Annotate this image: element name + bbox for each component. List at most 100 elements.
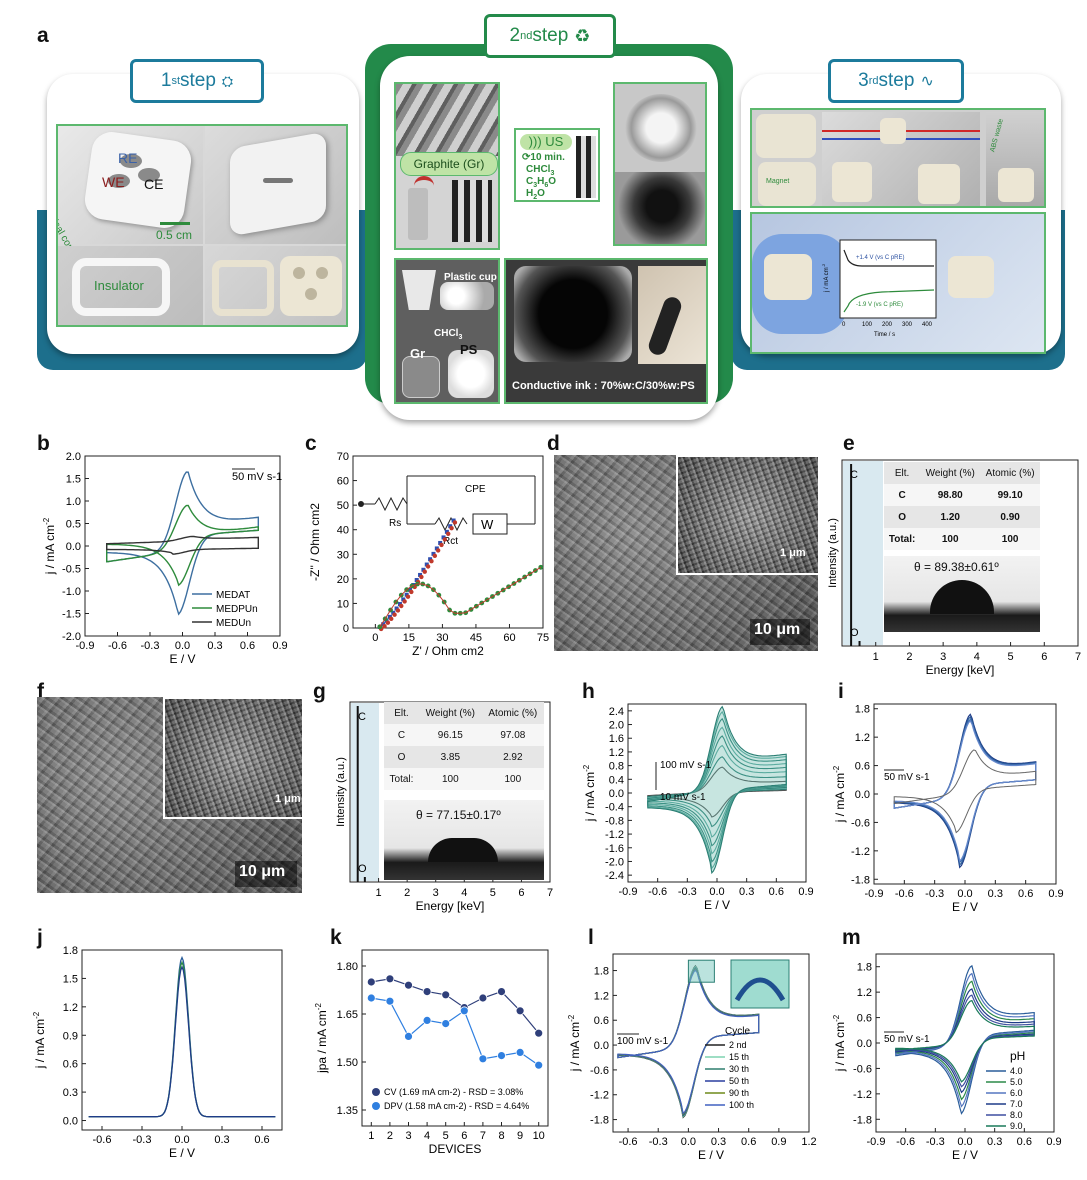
legend-swatch xyxy=(372,1088,380,1096)
us-wave-icon: ))) xyxy=(528,134,542,149)
x-tick-label: 0.0 xyxy=(957,1136,972,1148)
inset-xtick-4: 400 xyxy=(922,322,933,328)
graphite-label: Graphite (Gr) xyxy=(400,152,498,176)
edx-cell: Atomic (%) xyxy=(481,702,544,724)
equivalent-circuit: Rs Rct CPE W xyxy=(358,475,536,547)
y-tick-label: 1.65 xyxy=(337,1009,358,1021)
hand-device xyxy=(764,254,812,300)
sem-inset-scale-d: 1 μm xyxy=(780,547,806,559)
legend-label: 90 th xyxy=(729,1088,749,1098)
resistor-rct xyxy=(434,516,468,532)
y-tick-label: -0.8 xyxy=(605,815,624,827)
y-tick-label: -1.2 xyxy=(851,846,870,858)
sem-image-d: 1 μm 10 μm xyxy=(554,455,818,651)
data-point-square xyxy=(448,524,453,529)
ink-container xyxy=(514,266,632,362)
y-tick-label: 0.3 xyxy=(63,1087,78,1099)
conductive-ink-photo: Conductive ink : 70%w:C/30%w:PS xyxy=(504,258,708,404)
y-tick-label: 0.8 xyxy=(609,761,624,773)
x-tick-label: 0.9 xyxy=(771,1136,786,1148)
panel-label-f: f xyxy=(37,680,44,703)
panel-label-j: j xyxy=(37,926,43,949)
data-point xyxy=(385,974,395,984)
panel-label-h: h xyxy=(582,680,595,703)
y-tick-label: 0.0 xyxy=(594,1040,609,1052)
pliers-icon xyxy=(414,176,434,194)
annotation-scan-rate: 50 mV s-1 xyxy=(232,471,282,483)
data-point xyxy=(459,1006,469,1016)
y-axis-label: j / mA cm-2 xyxy=(42,517,57,575)
y-tick-label: 0.9 xyxy=(63,1030,78,1042)
x-tick-label: 0.9 xyxy=(272,640,287,652)
v1-label: +1.4 V (vs C pRE) xyxy=(856,255,905,261)
data-point-square xyxy=(408,587,412,592)
x-tick-label: 0.0 xyxy=(681,1136,696,1148)
x-axis-label: Energy [keV] xyxy=(416,899,485,913)
x-tick-label: -0.6 xyxy=(895,888,914,900)
sem-scale-label-d: 10 μm xyxy=(754,621,801,638)
y-axis-label-sup: -2 xyxy=(32,1011,41,1019)
data-point-circle xyxy=(392,612,397,617)
data-point-circle xyxy=(439,542,444,548)
x-tick-label: -0.9 xyxy=(619,886,638,898)
edx-row: Total: 100 100 xyxy=(384,768,544,790)
edx-cell: 96.15 xyxy=(418,724,482,746)
data-point-square xyxy=(434,546,439,551)
magnet-label: Magnet xyxy=(766,178,790,185)
edx-cell: Total: xyxy=(384,768,419,790)
measurement-photo: +1.4 V (vs C pRE) -1.9 V (vs C pRE) j / … xyxy=(750,212,1046,354)
edx-cell: Weight (%) xyxy=(920,462,981,484)
chem1-sub: 3 xyxy=(550,170,555,177)
dpv-curve xyxy=(88,965,276,1118)
y-tick-label: 10 xyxy=(337,598,349,610)
x-tick-label: 9 xyxy=(517,1130,523,1142)
us-text: US xyxy=(545,134,564,149)
legend-label: 6.0 xyxy=(1010,1088,1023,1098)
edx-row: O 3.85 2.92 xyxy=(384,746,544,768)
assembled-frame xyxy=(212,260,274,316)
edx-row: O 1.20 0.90 xyxy=(884,506,1040,528)
beaker-photo xyxy=(613,82,707,246)
contact-angle-label-g: θ = 77.15±0.17º xyxy=(416,808,501,822)
gr-beaker xyxy=(402,356,440,398)
data-point-square xyxy=(451,518,456,523)
legend-label: 5.0 xyxy=(1010,1077,1023,1087)
graphite-photo: Graphite (Gr) xyxy=(394,82,500,250)
series-line xyxy=(371,978,540,1034)
edx-cell: Weight (%) xyxy=(418,702,482,724)
y-tick-label: -0.5 xyxy=(62,564,81,576)
x-tick-label: 30 xyxy=(436,632,448,644)
legend-title: Cycle xyxy=(725,1026,750,1037)
x-tick-label: 15 xyxy=(403,632,415,644)
x-tick-label: -0.3 xyxy=(926,1136,945,1148)
data-point-circle xyxy=(419,574,424,580)
recycle-icon: ♻ xyxy=(574,25,591,46)
data-point-square xyxy=(438,540,443,545)
edx-cell: 3.85 xyxy=(418,746,482,768)
beaker-top xyxy=(625,94,697,162)
x-tick-label: 0.6 xyxy=(240,640,255,652)
y-tick-label: 0.6 xyxy=(594,1015,609,1027)
y-tick-label: 1.2 xyxy=(63,1002,78,1014)
y-axis-label: -Z'' / Ohm cm2 xyxy=(308,503,322,581)
x-tick-label: 0.9 xyxy=(798,886,813,898)
resistor-rs xyxy=(374,496,408,512)
edx-row: Total: 100 100 xyxy=(884,528,1040,550)
y-tick-label: 0 xyxy=(343,623,349,635)
us-label-box: ))) US xyxy=(520,134,572,150)
data-point-circle xyxy=(446,531,451,537)
data-point-circle xyxy=(409,589,414,595)
data-point-square xyxy=(441,535,446,540)
data-point-square xyxy=(444,529,449,534)
shaded-region xyxy=(843,461,883,645)
data-point-square xyxy=(424,562,429,567)
abs-cap xyxy=(998,168,1034,202)
rct-label: Rct xyxy=(443,536,458,547)
y-tick-label: 2.4 xyxy=(609,706,624,718)
cup-image xyxy=(402,270,436,310)
y-tick-label: 0.6 xyxy=(63,1059,78,1071)
y-tick-label: 1.35 xyxy=(337,1105,358,1117)
data-point xyxy=(366,993,376,1003)
chem3-sub: 2 xyxy=(533,194,538,201)
